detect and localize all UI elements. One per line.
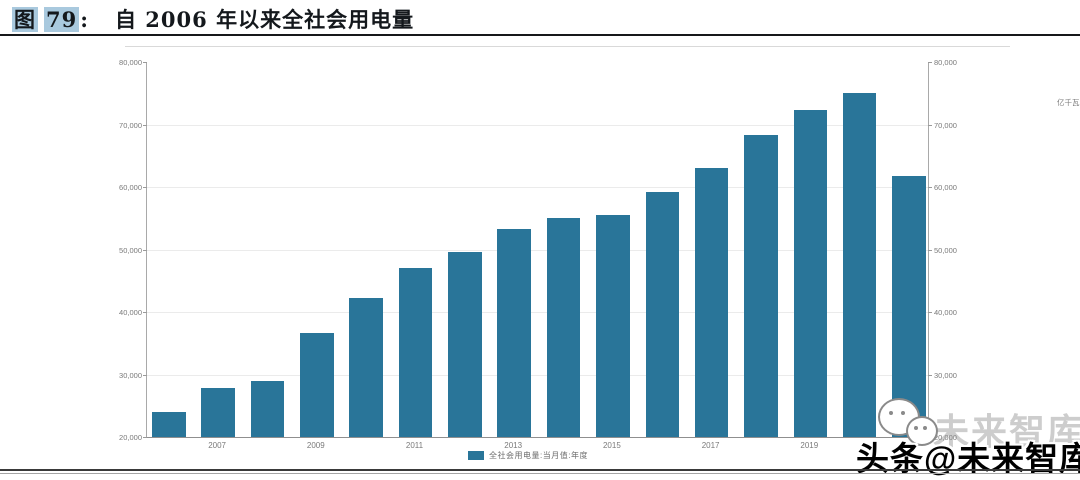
figure-title: 图 79: 自 2006 年以来全社会用电量 bbox=[12, 4, 414, 34]
x-tick-label-2019: 2019 bbox=[800, 441, 819, 450]
bar-2017 bbox=[694, 167, 729, 437]
bar-2019 bbox=[793, 110, 828, 437]
footer-rule-shadow bbox=[0, 473, 1080, 474]
figure-tag: 图 bbox=[12, 7, 38, 32]
bar-2016 bbox=[645, 192, 679, 437]
gridline-40000 bbox=[147, 312, 928, 313]
axis-tickmark bbox=[928, 374, 932, 376]
axis-tickmark bbox=[928, 249, 932, 251]
watermark-ghost-text: 未来智库 bbox=[933, 411, 1080, 452]
y-tick-label-right: 70,000 bbox=[934, 120, 957, 130]
x-tick-label-2011: 2011 bbox=[405, 441, 424, 450]
y-tick-label-right: 60,000 bbox=[934, 183, 957, 192]
bar-2020 bbox=[842, 92, 877, 437]
wechat-bubble-small bbox=[906, 416, 938, 446]
bar-2011 bbox=[398, 268, 433, 437]
x-tick-label-2013: 2013 bbox=[504, 441, 523, 450]
wechat-eye bbox=[914, 426, 918, 430]
x-tick-label-2007: 2007 bbox=[208, 441, 226, 450]
y-axis-unit-right: 亿千瓦时 bbox=[1057, 98, 1080, 107]
bar-2007 bbox=[201, 388, 235, 437]
gridline-70000 bbox=[147, 124, 928, 126]
wechat-eye bbox=[901, 411, 905, 415]
y-tick-label-left: 50,000 bbox=[119, 245, 142, 255]
y-tick-label-left: 60,000 bbox=[119, 183, 142, 192]
gridline-30000 bbox=[147, 374, 928, 376]
figure-colon: : bbox=[80, 7, 89, 32]
bar-2015 bbox=[596, 215, 630, 437]
bar-2013 bbox=[497, 228, 531, 437]
axis-tickmark bbox=[143, 312, 147, 313]
y-tick-label-right: 20,000 bbox=[934, 433, 957, 442]
y-tick-label-right: 50,000 bbox=[934, 245, 957, 255]
y-tick-label-right: 30,000 bbox=[934, 370, 957, 380]
bar-2014 bbox=[546, 217, 581, 437]
axis-tickmark bbox=[143, 374, 147, 376]
x-tick-label-2009: 2009 bbox=[306, 441, 325, 450]
axis-tickmark bbox=[928, 124, 932, 126]
legend-swatch bbox=[468, 451, 484, 460]
axis-tickmark bbox=[143, 187, 147, 188]
title-underline bbox=[0, 34, 1080, 36]
x-tick-label-2017: 2017 bbox=[701, 441, 720, 450]
bar-2010 bbox=[349, 298, 383, 437]
axis-tickmark bbox=[928, 312, 932, 313]
gridline-60000 bbox=[147, 187, 928, 188]
bar-2021 bbox=[892, 176, 926, 437]
legend: 全社会用电量:当月值:年度 bbox=[468, 450, 588, 461]
bar-2006 bbox=[152, 412, 186, 437]
axis-tickmark bbox=[143, 437, 147, 438]
y-tick-label-left: 20,000 bbox=[119, 433, 142, 442]
legend-label: 全社会用电量:当月值:年度 bbox=[489, 451, 588, 460]
figure-number: 79 bbox=[44, 7, 80, 32]
axis-tickmark bbox=[143, 62, 147, 63]
y-tick-label-left: 80,000 bbox=[119, 58, 142, 67]
bar-2008 bbox=[250, 380, 285, 437]
axis-tickmark bbox=[143, 124, 147, 126]
y-tick-label-right: 80,000 bbox=[934, 58, 957, 67]
y-tick-label-left: 70,000 bbox=[119, 120, 142, 130]
wechat-eye bbox=[889, 411, 893, 415]
bar-2012 bbox=[448, 252, 482, 437]
axis-tickmark bbox=[928, 187, 932, 188]
wechat-eye bbox=[923, 426, 927, 430]
bar-2009 bbox=[300, 333, 334, 437]
footer-rule bbox=[0, 469, 1080, 471]
figure-caption: 自 2006 年以来全社会用电量 bbox=[115, 7, 415, 32]
axis-tickmark bbox=[928, 62, 932, 63]
x-tick-label-2015: 2015 bbox=[602, 441, 621, 450]
plot-area bbox=[146, 62, 929, 438]
y-tick-label-right: 40,000 bbox=[934, 308, 957, 317]
wechat-icon bbox=[878, 398, 940, 452]
y-tick-label-left: 30,000 bbox=[119, 370, 142, 380]
gridline-50000 bbox=[147, 249, 928, 251]
y-tick-label-left: 40,000 bbox=[119, 308, 142, 317]
bar-2018 bbox=[744, 134, 778, 437]
axis-tickmark bbox=[143, 249, 147, 251]
